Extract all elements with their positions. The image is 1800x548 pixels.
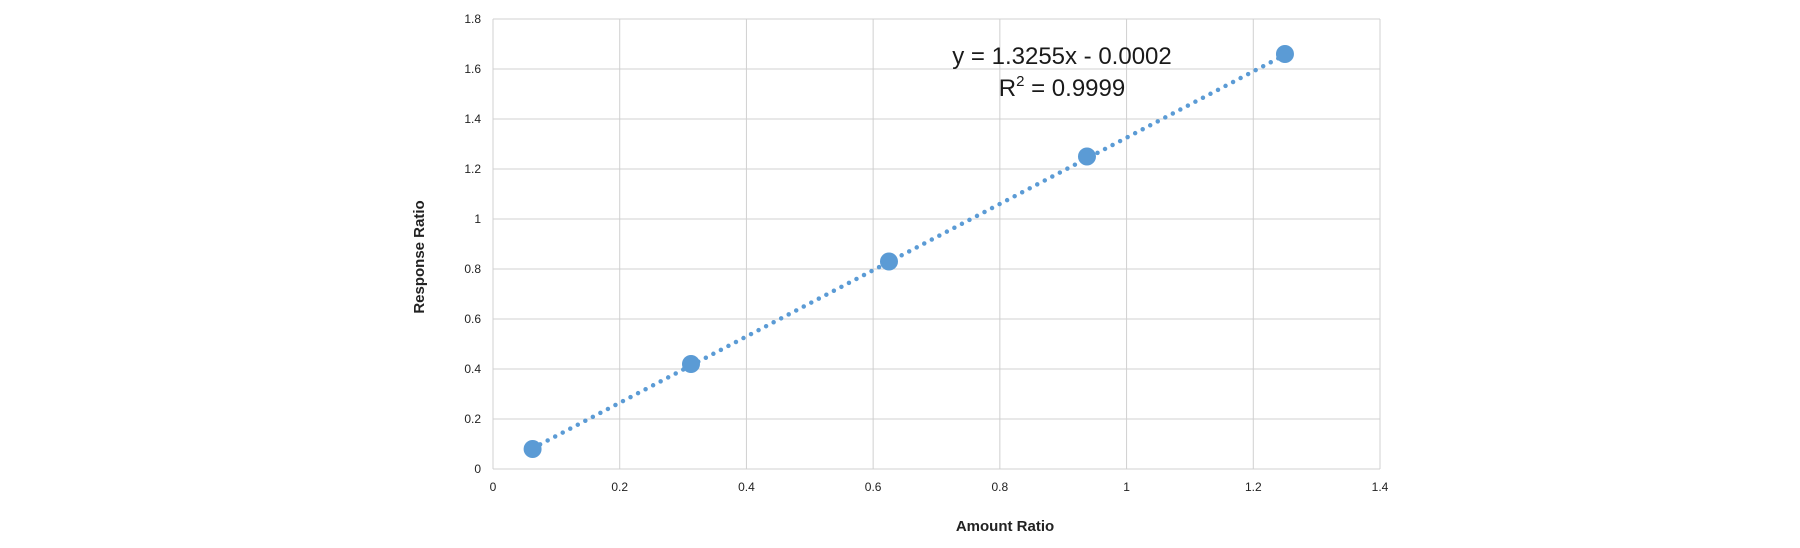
y-tick-label: 0.8 — [464, 262, 481, 276]
data-point — [524, 440, 542, 458]
data-point — [1276, 45, 1294, 63]
x-tick-label: 0.2 — [611, 480, 628, 494]
trendline — [533, 55, 1285, 449]
y-axis-title: Response Ratio — [411, 200, 428, 313]
tick-labels: 0 0.2 0.4 0.6 0.8 1 1.2 1.4 0 0.2 0.4 0.6 0.8 1 1.2 1.4… — [464, 12, 1388, 494]
y-tick-label: 1.6 — [464, 62, 481, 76]
x-tick-label: 1 — [1123, 480, 1130, 494]
grid — [493, 19, 1380, 469]
r-squared-value: = 0.9999 — [1024, 75, 1125, 102]
trendline-equation: y = 1.3255x - 0.0002 — [952, 43, 1172, 70]
x-tick-label: 1.2 — [1245, 480, 1262, 494]
trendline-layer — [533, 55, 1285, 449]
r-squared-label: R2 = 0.9999 — [999, 73, 1125, 102]
y-tick-label: 0.6 — [464, 312, 481, 326]
data-point — [880, 253, 898, 271]
y-tick-label: 0.4 — [464, 362, 481, 376]
x-tick-label: 0 — [490, 480, 497, 494]
y-tick-label: 1.4 — [464, 112, 481, 126]
y-tick-label: 1.2 — [464, 162, 481, 176]
x-tick-label: 0.8 — [992, 480, 1009, 494]
x-tick-label: 1.4 — [1372, 480, 1389, 494]
x-axis-title: Amount Ratio — [956, 518, 1054, 535]
y-tick-label: 1.8 — [464, 12, 481, 26]
r-squared-superscript: 2 — [1016, 73, 1024, 90]
y-tick-label: 0 — [474, 462, 481, 476]
data-point — [1078, 148, 1096, 166]
data-point — [682, 355, 700, 373]
y-tick-label: 1 — [474, 212, 481, 226]
r-squared-r: R — [999, 75, 1016, 102]
y-tick-label: 0.2 — [464, 412, 481, 426]
x-tick-label: 0.6 — [865, 480, 882, 494]
x-tick-label: 0.4 — [738, 480, 755, 494]
